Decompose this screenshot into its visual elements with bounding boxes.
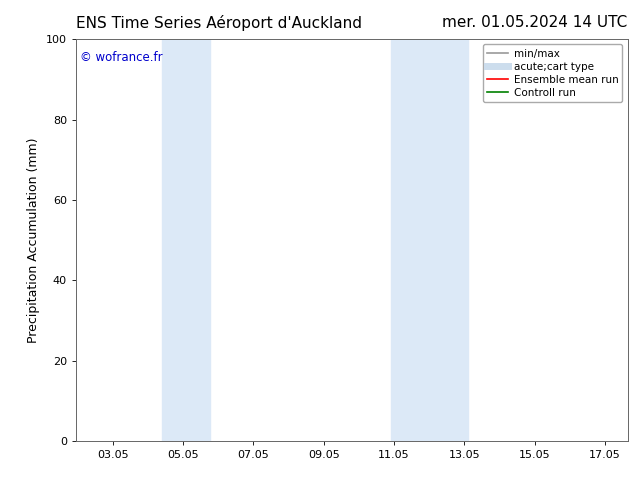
Text: mer. 01.05.2024 14 UTC: mer. 01.05.2024 14 UTC [443, 15, 628, 30]
Bar [162, 39, 210, 441]
Bar [391, 39, 468, 441]
Text: ENS Time Series Aéroport d'Auckland: ENS Time Series Aéroport d'Auckland [76, 15, 362, 31]
Text: © wofrance.fr: © wofrance.fr [80, 51, 162, 64]
Legend: min/max, acute;cart type, Ensemble mean run, Controll run: min/max, acute;cart type, Ensemble mean … [483, 45, 623, 102]
Y-axis label: Precipitation Accumulation (mm): Precipitation Accumulation (mm) [27, 137, 41, 343]
